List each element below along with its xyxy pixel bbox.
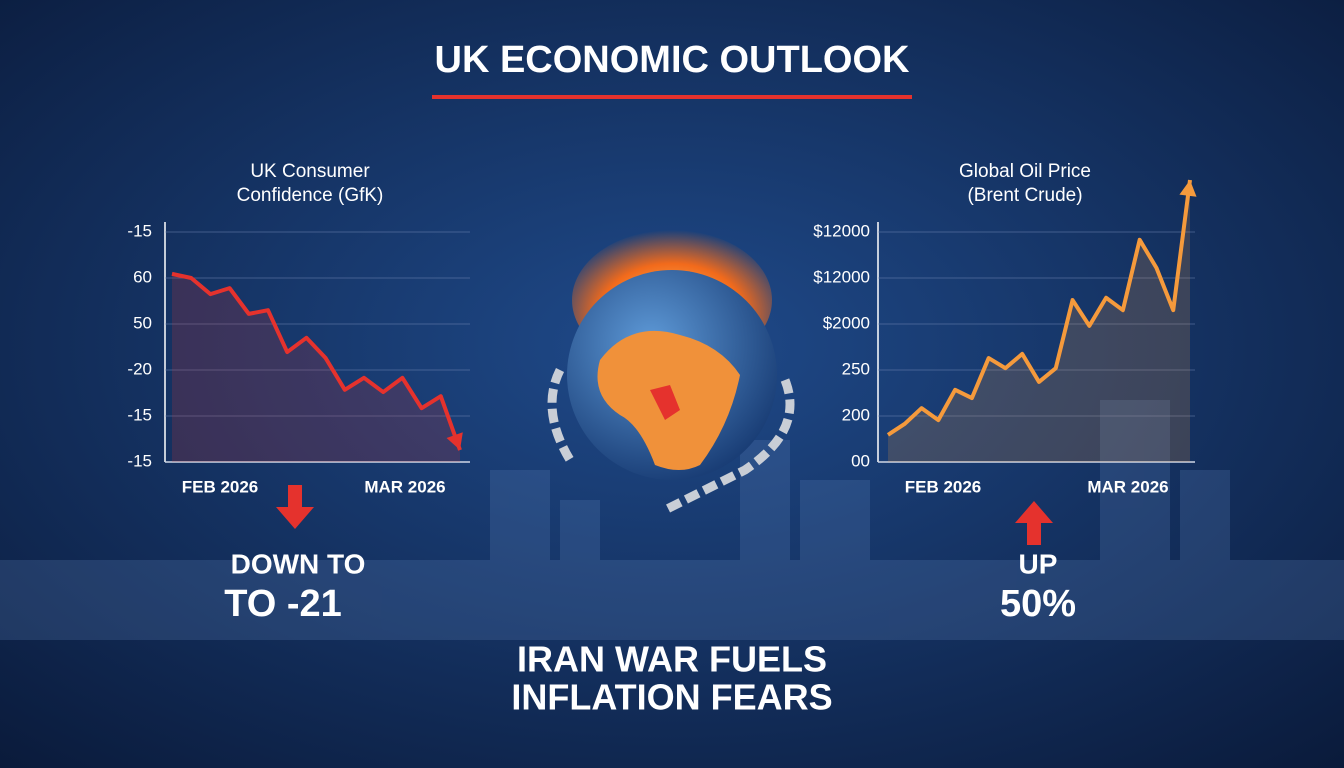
headline: IRAN WAR FUELS: [517, 639, 827, 680]
y-tick-label: $12000: [813, 221, 870, 240]
globe-illustration: [547, 230, 795, 515]
callout: DOWN TO: [231, 548, 366, 579]
chart-title: Confidence (GfK): [237, 185, 384, 206]
y-tick-label: -15: [127, 451, 152, 470]
y-tick-label: 200: [842, 405, 870, 424]
x-tick-label: MAR 2026: [364, 477, 445, 496]
y-tick-label: $2000: [823, 313, 870, 332]
chart-title: UK Consumer: [250, 161, 370, 182]
callout: UP: [1019, 548, 1058, 579]
y-tick-label: 60: [133, 267, 152, 286]
area: [172, 273, 460, 462]
area: [888, 180, 1190, 462]
skyline: [0, 400, 1344, 640]
y-tick-label: -15: [127, 221, 152, 240]
y-tick-label: 250: [842, 359, 870, 378]
line: [886, 179, 1192, 437]
y-tick-label: -15: [127, 405, 152, 424]
y-tick-label: $12000: [813, 267, 870, 286]
arrowhead: [446, 432, 463, 451]
title-underline: [432, 95, 912, 99]
x-tick-label: FEB 2026: [182, 477, 259, 496]
title: UK ECONOMIC OUTLOOK: [435, 39, 911, 81]
arrows: [276, 485, 1053, 545]
line: [171, 271, 462, 451]
headline: INFLATION FEARS: [511, 677, 832, 718]
chart-title: Global Oil Price: [959, 161, 1091, 182]
y-tick-label: -20: [127, 359, 152, 378]
callout: TO -21: [224, 583, 342, 625]
y-tick-label: 50: [133, 313, 152, 332]
arrowhead: [1179, 180, 1197, 197]
x-tick-label: MAR 2026: [1087, 477, 1168, 496]
y-tick-label: 00: [851, 451, 870, 470]
x-tick-label: FEB 2026: [905, 477, 982, 496]
callout: 50%: [1000, 583, 1076, 625]
chart-title: (Brent Crude): [967, 185, 1082, 206]
